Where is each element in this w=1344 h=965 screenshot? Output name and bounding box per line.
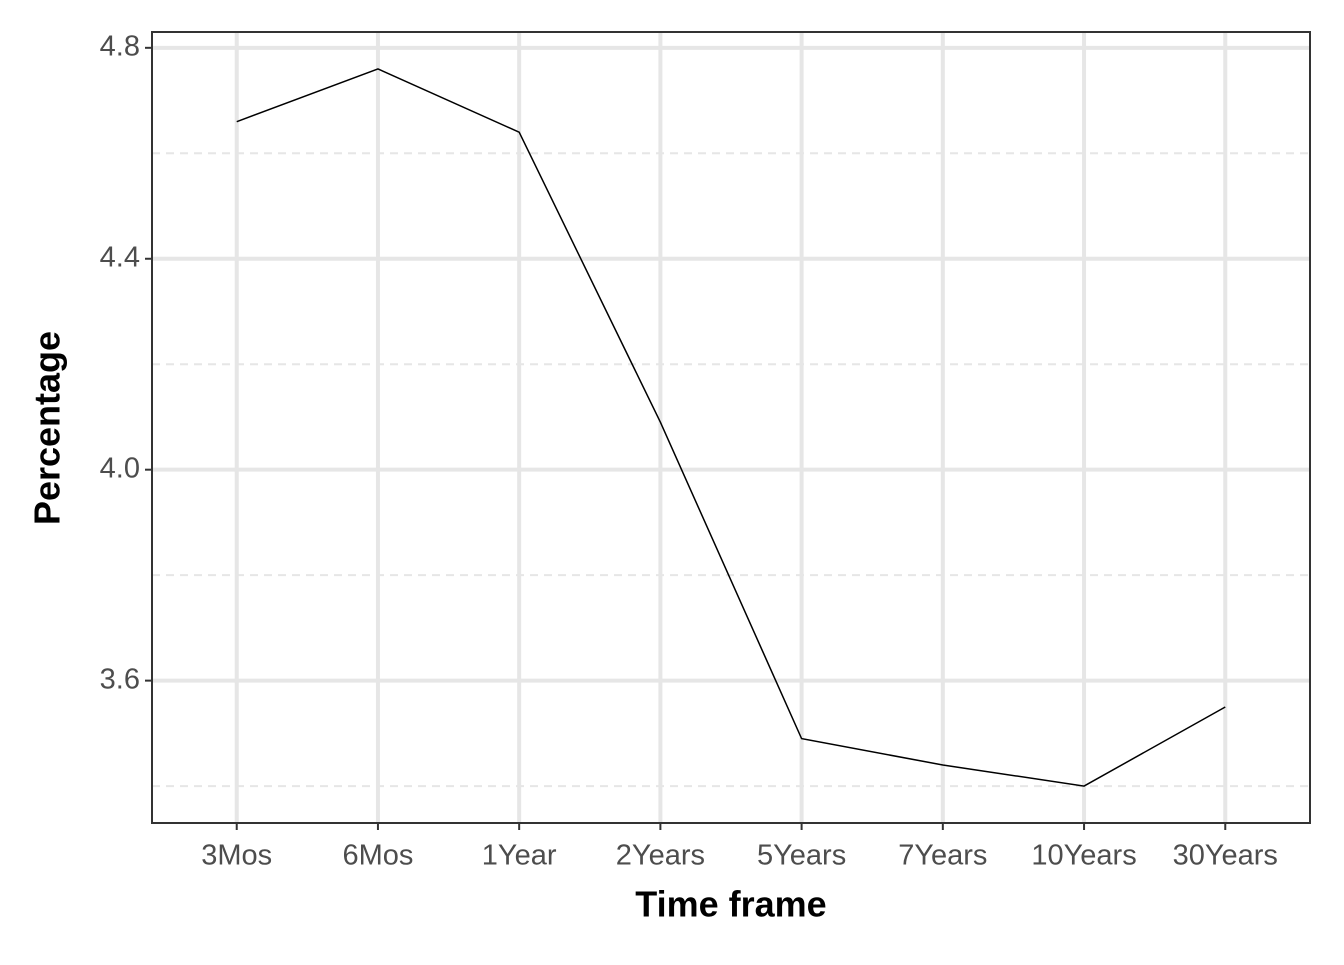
panel-border: [151, 31, 1311, 824]
y-axis-label: Percentage: [27, 331, 68, 525]
x-tick-label: 30Years: [1173, 840, 1278, 872]
x-tick-label: 2Years: [616, 840, 705, 872]
y-tick-label: 4.8: [100, 30, 140, 62]
x-tick-label: 6Mos: [342, 840, 413, 872]
x-tick-label: 3Mos: [201, 840, 272, 872]
line: [236, 68, 1226, 787]
x-tick-label: 1Year: [482, 840, 557, 872]
x-tick-label: 7Years: [898, 840, 987, 872]
y-tick-label: 3.6: [100, 663, 140, 695]
x-tick-label: 10Years: [1031, 840, 1136, 872]
y-tick-label: 4.4: [100, 241, 140, 273]
x-tick-label: 5Years: [757, 840, 846, 872]
x-axis-label: Time frame: [635, 884, 826, 925]
y-tick-label: 4.0: [100, 452, 140, 484]
